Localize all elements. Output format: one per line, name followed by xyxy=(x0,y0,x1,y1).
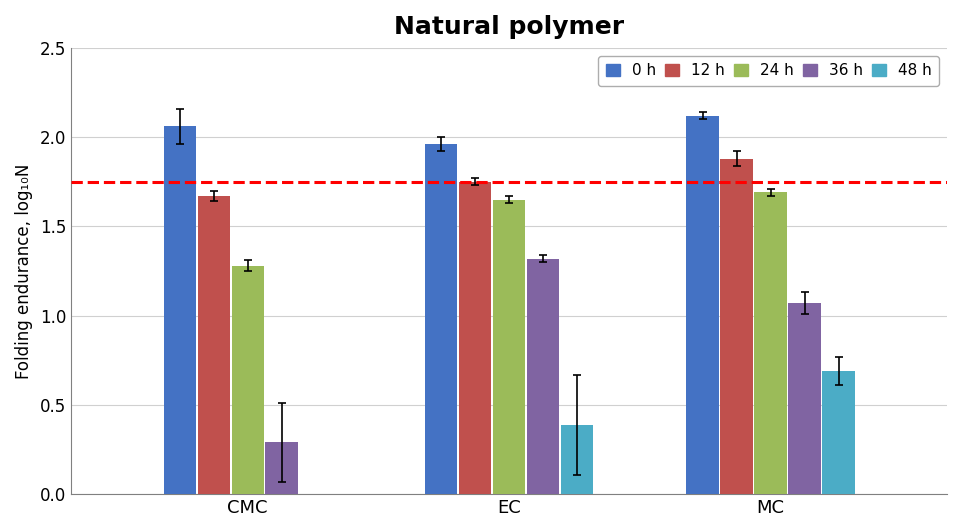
Y-axis label: Folding endurance, log₁₀N: Folding endurance, log₁₀N xyxy=(15,163,33,379)
Bar xyxy=(527,259,558,494)
Title: Natural polymer: Natural polymer xyxy=(394,15,624,39)
Legend: 0 h, 12 h, 24 h, 36 h, 48 h: 0 h, 12 h, 24 h, 36 h, 48 h xyxy=(598,55,938,86)
Bar xyxy=(425,144,456,494)
Bar xyxy=(560,425,593,494)
Bar xyxy=(686,116,718,494)
Bar xyxy=(265,443,298,494)
Bar xyxy=(458,182,491,494)
Bar xyxy=(720,159,752,494)
Bar xyxy=(232,265,263,494)
Bar xyxy=(197,196,230,494)
Bar xyxy=(822,371,853,494)
Bar xyxy=(163,127,196,494)
Bar xyxy=(788,303,820,494)
Bar xyxy=(753,193,786,494)
Bar xyxy=(492,200,525,494)
